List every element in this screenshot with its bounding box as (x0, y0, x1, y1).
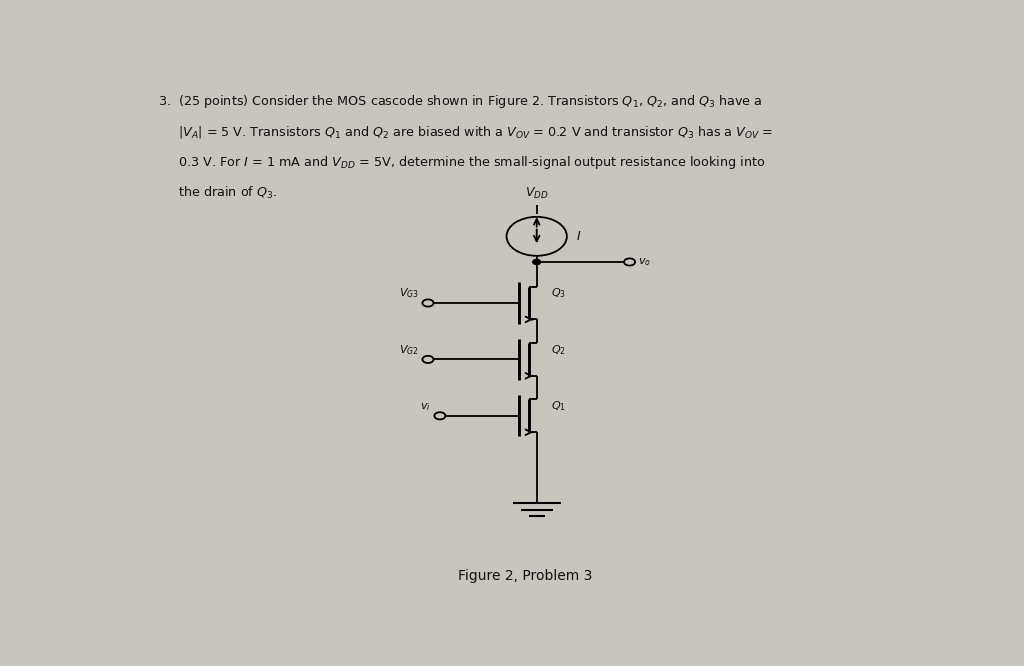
Text: $V_{DD}$: $V_{DD}$ (525, 186, 549, 201)
Text: $Q_1$: $Q_1$ (551, 400, 566, 413)
Circle shape (532, 259, 541, 264)
Text: $|V_A|$ = 5 V. Transistors $Q_1$ and $Q_2$ are biased with a $V_{OV}$ = 0.2 V an: $|V_A|$ = 5 V. Transistors $Q_1$ and $Q_… (158, 123, 773, 139)
Text: $v_o$: $v_o$ (638, 256, 651, 268)
Text: Figure 2, Problem 3: Figure 2, Problem 3 (458, 569, 592, 583)
Text: the drain of $Q_3$.: the drain of $Q_3$. (158, 185, 278, 201)
Text: 0.3 V. For $I$ = 1 mA and $V_{DD}$ = 5V, determine the small-signal output resis: 0.3 V. For $I$ = 1 mA and $V_{DD}$ = 5V,… (158, 155, 766, 171)
Text: $V_{G2}$: $V_{G2}$ (399, 343, 419, 357)
Text: $V_{G3}$: $V_{G3}$ (399, 286, 419, 300)
Text: $I$: $I$ (577, 230, 582, 243)
Text: $Q_3$: $Q_3$ (551, 286, 566, 300)
Text: $Q_2$: $Q_2$ (551, 343, 566, 357)
Text: 3.  (25 points) Consider the MOS cascode shown in Figure 2. Transistors $Q_1$, $: 3. (25 points) Consider the MOS cascode … (158, 93, 763, 110)
Text: $v_i$: $v_i$ (421, 402, 431, 413)
